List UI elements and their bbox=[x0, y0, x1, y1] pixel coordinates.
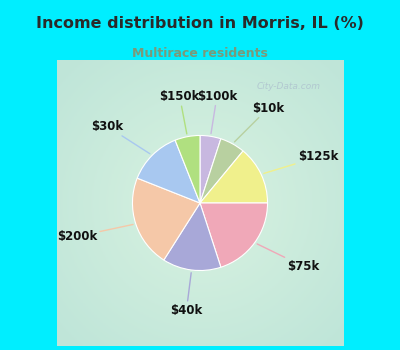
Text: $100k: $100k bbox=[197, 90, 237, 134]
Wedge shape bbox=[200, 151, 268, 203]
Wedge shape bbox=[200, 135, 221, 203]
Text: $30k: $30k bbox=[92, 120, 150, 154]
Text: Multirace residents: Multirace residents bbox=[132, 47, 268, 60]
Wedge shape bbox=[164, 203, 221, 271]
Text: Income distribution in Morris, IL (%): Income distribution in Morris, IL (%) bbox=[36, 16, 364, 31]
Text: City-Data.com: City-Data.com bbox=[256, 83, 320, 91]
Wedge shape bbox=[137, 140, 200, 203]
Wedge shape bbox=[132, 178, 200, 260]
Text: $150k: $150k bbox=[160, 90, 200, 134]
Text: $200k: $200k bbox=[57, 224, 133, 243]
Wedge shape bbox=[200, 203, 268, 267]
Wedge shape bbox=[175, 135, 200, 203]
Text: $10k: $10k bbox=[234, 102, 284, 142]
Wedge shape bbox=[200, 139, 243, 203]
Text: $125k: $125k bbox=[264, 150, 338, 174]
Text: $75k: $75k bbox=[257, 244, 320, 273]
Text: $40k: $40k bbox=[170, 273, 202, 317]
